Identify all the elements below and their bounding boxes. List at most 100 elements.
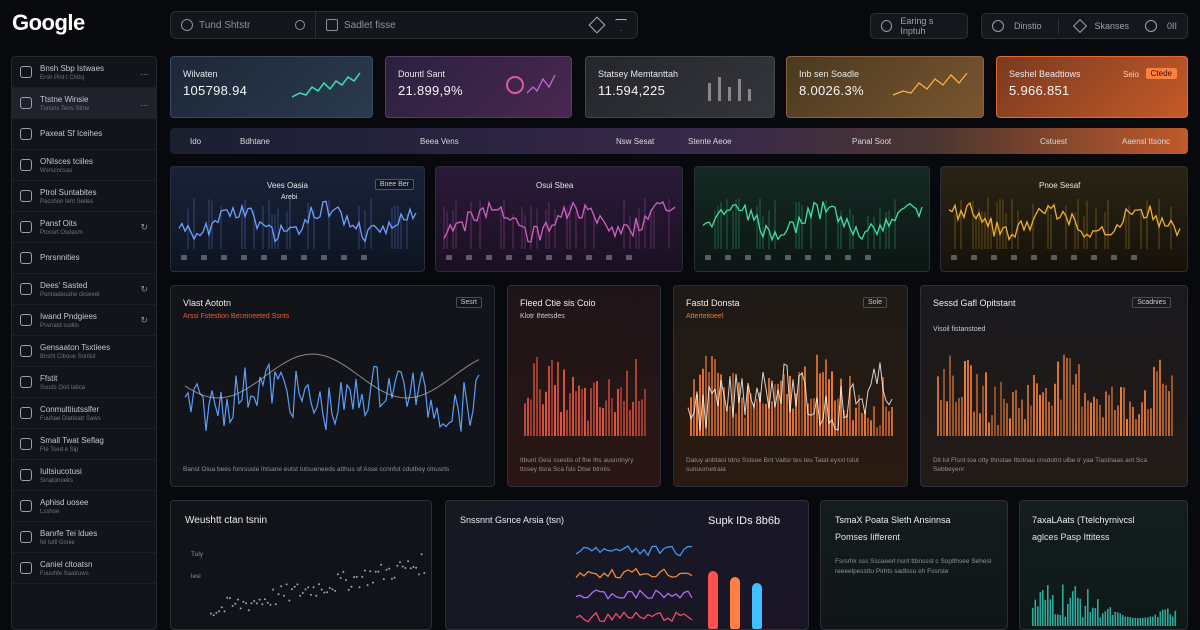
bar <box>557 362 559 436</box>
scatter-point <box>245 602 248 605</box>
sidebar-item[interactable]: Ptrol Suntabites Pacshon Ieht Seites <box>12 181 156 212</box>
sidebar-item-sub: Ersh Pint t Chitsj <box>40 74 85 81</box>
wave-panel-3[interactable] <box>694 166 930 272</box>
search-scope[interactable]: Tund Shtstr <box>171 12 316 38</box>
bar <box>1064 616 1067 626</box>
help-icon[interactable] <box>1145 20 1157 32</box>
sidebar-item[interactable]: Caniel cltoatsn Fuuuhfe Saatruws <box>12 553 156 584</box>
mid-panel-4[interactable]: Sessd Gafl Opitstant Visoil fistanstoed … <box>920 285 1188 487</box>
band-item[interactable]: Ido <box>190 136 202 146</box>
sidebar-item[interactable]: ONIsces tciiles Wsrscncsas <box>12 150 156 181</box>
search-bar[interactable]: Tund Shtstr Sadlet fisse <box>170 11 638 39</box>
bar <box>1172 616 1174 626</box>
sidebar-item-action[interactable]: ↻ <box>140 283 148 294</box>
sidebar-item[interactable]: Iultsiucotusi Sinatonoeks <box>12 460 156 491</box>
wave-badge[interactable]: Bnee Ber <box>374 179 414 190</box>
sidebar-item[interactable]: Bnsh Sbp Istwaes Ersh Pint t Chitsj... <box>12 57 156 88</box>
sidebar-item-action[interactable]: ↻ <box>140 314 148 325</box>
user-icon[interactable] <box>992 20 1004 32</box>
bar <box>1171 375 1173 436</box>
sidebar-item[interactable]: Ffstit Ssuds Ooit latica <box>12 367 156 398</box>
dropdown-icon[interactable] <box>615 19 627 31</box>
band-item[interactable]: Beea Vens <box>420 136 459 146</box>
bottom-panel-4[interactable]: 7axaLAats (Ttelchyrnivcsl aglces Pasp It… <box>1019 500 1188 630</box>
sidebar-item[interactable]: Aphisd uosee Lsshoe <box>12 491 156 522</box>
wave-panel-1[interactable]: Vees Oasia Arebi Bnee Ber <box>170 166 425 272</box>
sidebar-item[interactable]: Conmultiiutsslfer Fuuhae Diatioatr Saws <box>12 398 156 429</box>
bar <box>1045 388 1047 436</box>
top-button-label[interactable]: Skanses <box>1094 21 1130 31</box>
panel-badge[interactable]: Sole <box>862 297 887 308</box>
sidebar-item-action[interactable]: ... <box>140 98 148 108</box>
bar <box>614 412 616 436</box>
bottom-panel-3[interactable]: TsmaX Poata Sleth Ansinnsa Pomses Iiffer… <box>820 500 1008 630</box>
top-button-label[interactable]: Dinstio <box>1013 21 1042 31</box>
sidebar-item-label: Caniel cltoatsn <box>40 559 93 569</box>
panel-badge[interactable]: Sesrt <box>455 297 482 308</box>
bar <box>644 388 646 436</box>
wave-panel-4[interactable]: Pnoe Sesaf <box>940 166 1188 272</box>
kpi-badge[interactable]: Ctede <box>1145 68 1177 79</box>
bar <box>1069 597 1072 626</box>
bottom-panel-1[interactable]: Weushtt ctan tsnin Tuly lesl <box>170 500 432 630</box>
mid-panel-2[interactable]: Fleed Ctie sis Coio Klotr Ihtetsdes Itbu… <box>507 285 661 487</box>
band-item[interactable]: Cstuest <box>1040 136 1068 146</box>
mid-panel-1[interactable]: Vlast Aototn Arssi Fstestion Beceineeted… <box>170 285 495 487</box>
bar <box>798 371 800 436</box>
scatter-point <box>382 578 385 581</box>
kpi-card-2[interactable]: Dountl Sant 21.899,9% <box>385 56 572 118</box>
sidebar-item-action[interactable]: ... <box>140 67 148 77</box>
bar <box>795 393 797 436</box>
sidebar-item[interactable]: Banrfe Tei ldues fel tutll Gsnie <box>12 522 156 553</box>
kpi-card-4[interactable]: Inb sen Soadle 8.0026.3% <box>786 56 984 118</box>
bar <box>759 392 761 436</box>
kpi-card-5[interactable]: Seshel Beadtiows 5.966.851 Seio Ctede <box>996 56 1188 118</box>
scatter-point <box>347 588 350 591</box>
clear-icon[interactable] <box>295 20 305 30</box>
mid-panel-3[interactable]: Fastd Donsta Atterteitoeel Sole Datuy an… <box>673 285 908 487</box>
top-button-label[interactable]: 0II <box>1167 21 1178 31</box>
sidebar-item-action[interactable]: ↻ <box>140 221 148 232</box>
sidebar-item[interactable]: Small Twat Seflag Fte Tsed e Sip <box>12 429 156 460</box>
panel-title: Sessd Gafl Opitstant <box>933 298 1016 308</box>
sidebar-item[interactable]: Ttstne Winsie Tunsns Tens Stme... <box>12 88 156 119</box>
scatter-point <box>291 588 293 591</box>
bar <box>979 413 981 436</box>
diamond-icon[interactable] <box>588 16 606 34</box>
bar <box>569 393 571 436</box>
panel-badge[interactable]: Scadnies <box>1132 297 1171 308</box>
band-item[interactable]: Stente Aeoe <box>688 136 732 146</box>
search-query[interactable]: Sadlet fisse <box>316 12 591 38</box>
kpi-value: 11.594,225 <box>598 83 666 98</box>
sidebar-item[interactable]: Iwand Pndgiees Psvnatd sudtis ↻ <box>12 305 156 336</box>
kpi-card-1[interactable]: Wilvaten 105798.94 <box>170 56 373 118</box>
bar <box>888 411 890 436</box>
scatter-point <box>339 577 342 579</box>
kpi-card-3[interactable]: Statsey Memtanttah 11.594,225 <box>585 56 775 118</box>
wave-title: Vees Oasia <box>267 181 308 190</box>
bar <box>1162 383 1164 436</box>
band-item[interactable]: Aaensl ttsonc <box>1122 136 1171 146</box>
scatter-point <box>288 599 291 602</box>
panel-text: Fsrsrhk sss Sscaeerl nsnt ttbnssst c Sop… <box>835 558 992 575</box>
sidebar-item-sub: fel tutll Gsnie <box>40 539 75 546</box>
bar <box>1033 375 1035 436</box>
scatter-point <box>299 594 302 597</box>
top-button-earing[interactable]: Earing s Inptuh <box>870 13 968 39</box>
bar <box>1081 406 1083 436</box>
band-item[interactable]: Panal Soot <box>852 136 892 146</box>
app-logo[interactable]: Google <box>12 10 85 35</box>
band-item[interactable]: Bdhtane <box>240 136 270 146</box>
band-item[interactable]: Nsw Sesat <box>616 136 655 146</box>
multi-line-chart <box>575 545 762 629</box>
sidebar-item[interactable]: Gensaaton Tsxtiees Bnsht Ciboue Sonlist <box>12 336 156 367</box>
bottom-panel-2[interactable]: Snssnnt Gsnce Arsia (tsn) Supk IDs 8b6b <box>445 500 809 630</box>
scatter-point <box>266 601 269 604</box>
sidebar-item-sub: Bnsht Ciboue Sonlist <box>40 353 96 360</box>
sidebar-item[interactable]: Pansf Oits Ptossrt Osdasm ↻ <box>12 212 156 243</box>
sidebar-item[interactable]: Paxeat Sf Iceihes <box>12 119 156 150</box>
filter-icon <box>326 19 338 31</box>
sidebar-item[interactable]: Pnrsnnities <box>12 243 156 274</box>
wave-panel-2[interactable]: Osui Sbea <box>435 166 683 272</box>
sidebar-item[interactable]: Dees' Sasted Ponnadeuahe ckseeet ↻ <box>12 274 156 305</box>
